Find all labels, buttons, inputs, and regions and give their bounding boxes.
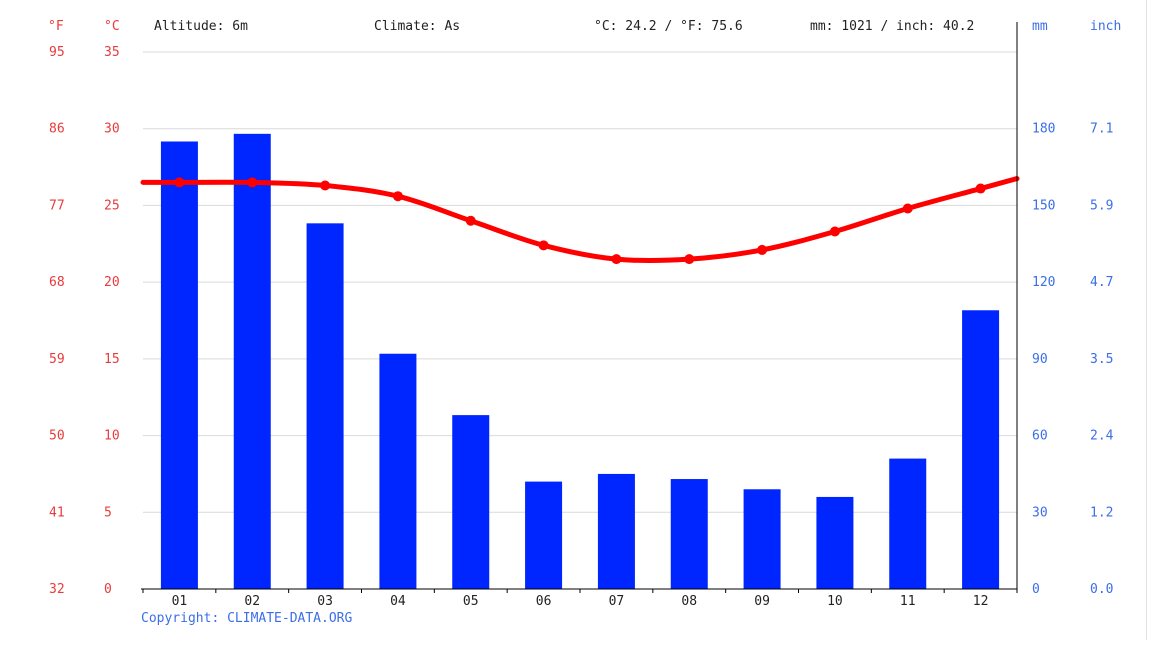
temperature-point — [247, 177, 258, 188]
mm-tick-label: 180 — [1032, 122, 1055, 137]
temperature-point — [611, 254, 622, 265]
celsius-tick-label: 15 — [104, 352, 120, 367]
month-tick-label: 04 — [390, 594, 406, 609]
right-border — [1146, 0, 1147, 640]
temperature-line — [140, 176, 1020, 265]
precipitation-bar — [379, 353, 417, 589]
precipitation-bar — [743, 489, 781, 589]
mm-tick-label: 30 — [1032, 505, 1048, 520]
month-tick-label: 05 — [463, 594, 479, 609]
mm-tick-label: 90 — [1032, 352, 1048, 367]
celsius-tick-label: 5 — [104, 505, 112, 520]
month-tick-label: 10 — [827, 594, 843, 609]
precipitation-bar — [452, 415, 490, 589]
temperature-point — [174, 177, 185, 188]
precipitation-bar — [816, 496, 854, 589]
month-tick-label: 02 — [244, 594, 260, 609]
inch-tick-label: 0.0 — [1090, 582, 1113, 597]
celsius-tick-label: 20 — [104, 275, 120, 290]
precipitation-bar — [597, 473, 635, 589]
temperature-point — [392, 191, 403, 202]
precipitation-summary: mm: 1021 / inch: 40.2 — [810, 19, 974, 34]
celsius-tick-label: 35 — [104, 45, 120, 60]
month-tick-label: 03 — [317, 594, 333, 609]
precipitation-bar — [889, 458, 927, 589]
fahrenheit-tick-label: 68 — [49, 275, 65, 290]
mm-unit-label: mm — [1032, 19, 1048, 34]
mm-tick-label: 150 — [1032, 198, 1055, 213]
fahrenheit-tick-label: 32 — [49, 582, 65, 597]
mm-tick-label: 60 — [1032, 429, 1048, 444]
altitude-label: Altitude: 6m — [154, 19, 248, 34]
month-tick-label: 09 — [754, 594, 770, 609]
inch-tick-label: 4.7 — [1090, 275, 1113, 290]
fahrenheit-tick-label: 41 — [49, 505, 65, 520]
fahrenheit-tick-label: 95 — [49, 45, 65, 60]
tick-labels: 32 0 41 5 50 10 59 15 68 20 77 25 86 30 95 35 0 0.0 30 1.2 6… — [49, 45, 1114, 609]
month-tick-label: 01 — [172, 594, 188, 609]
fahrenheit-tick-label: 50 — [49, 429, 65, 444]
celsius-unit-label: °C — [104, 19, 120, 34]
gridlines — [143, 51, 1017, 590]
month-tick-label: 06 — [536, 594, 552, 609]
month-tick-label: 07 — [609, 594, 625, 609]
celsius-tick-label: 0 — [104, 582, 112, 597]
temperature-point — [902, 203, 913, 214]
celsius-tick-label: 10 — [104, 429, 120, 444]
inch-tick-label: 5.9 — [1090, 198, 1113, 213]
precipitation-bar — [160, 141, 198, 589]
mm-tick-label: 0 — [1032, 582, 1040, 597]
inch-tick-label: 2.4 — [1090, 429, 1114, 444]
precipitation-bar — [306, 223, 344, 590]
fahrenheit-unit-label: °F — [48, 19, 64, 34]
celsius-tick-label: 25 — [104, 198, 120, 213]
climate-label: Climate: As — [374, 19, 460, 34]
temperature-point — [684, 254, 695, 265]
temperature-curve — [140, 176, 1020, 264]
temperature-summary: °C: 24.2 / °F: 75.6 — [594, 19, 743, 34]
inch-tick-label: 3.5 — [1090, 352, 1113, 367]
fahrenheit-tick-label: 59 — [49, 352, 65, 367]
temperature-point — [829, 226, 840, 237]
temperature-point — [975, 183, 986, 194]
temperature-point — [757, 244, 768, 255]
precipitation-bar — [670, 479, 708, 589]
inch-tick-label: 1.2 — [1090, 505, 1113, 520]
month-tick-label: 12 — [973, 594, 989, 609]
axes — [141, 22, 1018, 593]
precipitation-bar — [233, 133, 271, 590]
fahrenheit-tick-label: 77 — [49, 198, 65, 213]
celsius-tick-label: 30 — [104, 122, 120, 137]
inch-tick-label: 7.1 — [1090, 122, 1113, 137]
precipitation-bar — [525, 481, 563, 589]
temperature-point — [465, 215, 476, 226]
precipitation-bar — [962, 310, 1000, 589]
temperature-point — [320, 180, 331, 191]
temperature-point — [538, 240, 549, 251]
precipitation-bars — [160, 133, 1000, 590]
month-tick-label: 08 — [681, 594, 697, 609]
month-tick-label: 11 — [900, 594, 916, 609]
copyright-link[interactable]: Copyright: CLIMATE-DATA.ORG — [141, 611, 352, 626]
mm-tick-label: 120 — [1032, 275, 1055, 290]
fahrenheit-tick-label: 86 — [49, 122, 65, 137]
inch-unit-label: inch — [1090, 19, 1121, 34]
